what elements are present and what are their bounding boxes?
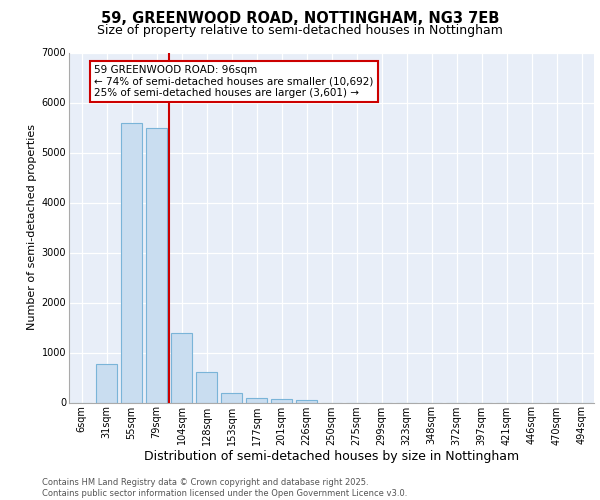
Bar — [146, 128, 167, 402]
Bar — [196, 372, 217, 402]
Bar — [121, 122, 142, 402]
Bar — [271, 398, 292, 402]
Bar — [221, 392, 242, 402]
Bar — [246, 398, 267, 402]
Text: 59 GREENWOOD ROAD: 96sqm
← 74% of semi-detached houses are smaller (10,692)
25% : 59 GREENWOOD ROAD: 96sqm ← 74% of semi-d… — [94, 65, 373, 98]
Bar — [96, 364, 117, 403]
Y-axis label: Number of semi-detached properties: Number of semi-detached properties — [28, 124, 37, 330]
Bar — [296, 400, 317, 402]
X-axis label: Distribution of semi-detached houses by size in Nottingham: Distribution of semi-detached houses by … — [144, 450, 519, 464]
Bar — [171, 332, 192, 402]
Text: 59, GREENWOOD ROAD, NOTTINGHAM, NG3 7EB: 59, GREENWOOD ROAD, NOTTINGHAM, NG3 7EB — [101, 11, 499, 26]
Text: Size of property relative to semi-detached houses in Nottingham: Size of property relative to semi-detach… — [97, 24, 503, 37]
Text: Contains HM Land Registry data © Crown copyright and database right 2025.
Contai: Contains HM Land Registry data © Crown c… — [42, 478, 407, 498]
